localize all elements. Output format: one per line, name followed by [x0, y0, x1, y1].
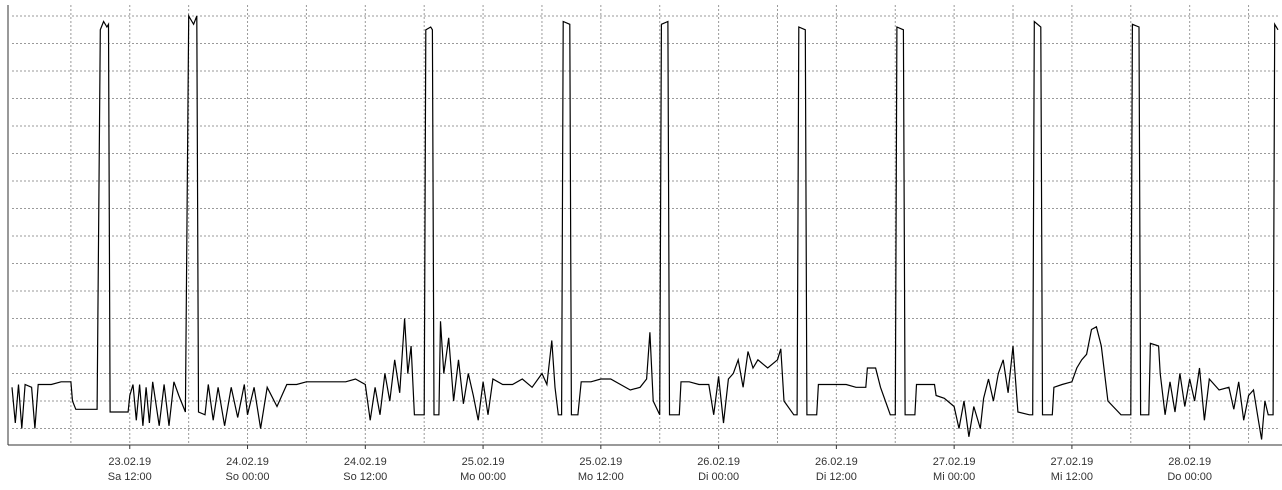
x-tick-label: 24.02.19 — [344, 456, 387, 468]
x-tick-label: 26.02.19 — [697, 456, 740, 468]
x-tick-label: 28.02.19 — [1168, 456, 1211, 468]
x-tick-label: Di 00:00 — [698, 471, 739, 483]
x-tick-label: Mo 00:00 — [460, 471, 506, 483]
x-tick-label: Di 12:00 — [816, 471, 857, 483]
x-tick-label: 26.02.19 — [815, 456, 858, 468]
x-tick-label: Mi 00:00 — [933, 471, 975, 483]
x-tick-label: 25.02.19 — [462, 456, 505, 468]
x-tick-label: 27.02.19 — [1050, 456, 1093, 468]
x-tick-label: Mo 12:00 — [578, 471, 624, 483]
x-tick-label: 24.02.19 — [226, 456, 269, 468]
x-tick-label: 23.02.19 — [108, 456, 151, 468]
x-tick-label: So 12:00 — [343, 471, 387, 483]
data-line — [11, 13, 1279, 440]
x-tick-label: Do 00:00 — [1167, 471, 1212, 483]
x-tick-label: 27.02.19 — [933, 456, 976, 468]
x-tick-label: 25.02.19 — [579, 456, 622, 468]
x-tick-label: Mi 12:00 — [1051, 471, 1093, 483]
x-tick-label: Sa 12:00 — [108, 471, 152, 483]
x-tick-label: So 00:00 — [226, 471, 270, 483]
